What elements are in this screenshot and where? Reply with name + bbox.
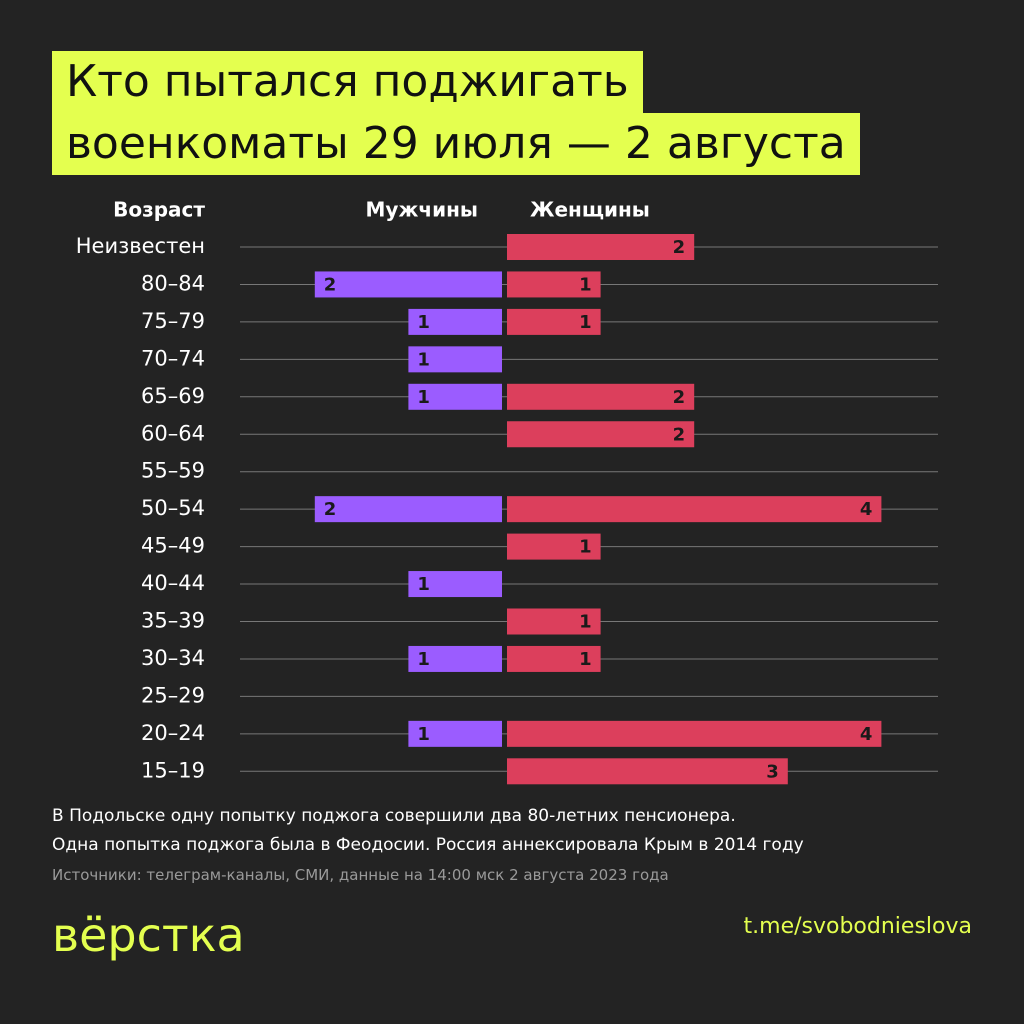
value-label: 1 (417, 649, 430, 670)
bar (314, 271, 502, 298)
bar (408, 308, 502, 335)
bar (507, 720, 882, 747)
bar (408, 571, 502, 598)
value-label: 4 (860, 724, 873, 745)
source: Источники: телеграм-каналы, СМИ, данные … (52, 866, 669, 884)
y-tick-label: 45–49 (141, 534, 205, 558)
y-tick-label: 65–69 (141, 384, 205, 408)
bar (408, 383, 502, 410)
link[interactable]: t.me/svobodnieslova (743, 914, 972, 939)
value-label: 3 (766, 761, 779, 782)
bar (408, 346, 502, 373)
value-label: 1 (579, 274, 592, 295)
value-label: 1 (579, 537, 592, 558)
legend-entry: Мужчины (366, 198, 479, 222)
y-tick-label: 55–59 (141, 459, 205, 483)
y-tick-label: 30–34 (141, 646, 205, 670)
value-label: 1 (579, 649, 592, 670)
value-label: 2 (324, 499, 337, 520)
value-label: 1 (417, 724, 430, 745)
y-tick-label: 25–29 (141, 683, 205, 707)
chart: Возраст Мужчины Женщины Неизвестен 80–84 7… (76, 198, 938, 785)
bar (507, 533, 601, 560)
bar (507, 421, 695, 448)
y-tick-label: 75–79 (141, 309, 205, 333)
value-label: 2 (673, 387, 686, 408)
axis-label: Возраст (113, 198, 205, 222)
value-label: 1 (579, 312, 592, 333)
y-tick-label: 35–39 (141, 609, 205, 633)
y-tick-label: 15–19 (141, 758, 205, 782)
title-line: Кто пытался поджигать (52, 51, 643, 113)
bar (314, 496, 502, 523)
bar (507, 383, 695, 410)
y-tick-label: 80–84 (141, 271, 205, 295)
title-line: военкоматы 29 июля — 2 августа (52, 113, 860, 175)
y-tick-label: 50–54 (141, 496, 205, 520)
bar (507, 645, 601, 672)
y-tick-label: 70–74 (141, 346, 205, 370)
bar (507, 234, 695, 260)
note: Одна попытка поджога была в Феодосии. Ро… (52, 835, 804, 855)
y-tick-label: Неизвестен (76, 234, 205, 258)
legend-entry: Женщины (530, 198, 650, 222)
value-label: 1 (579, 612, 592, 633)
y-tick-label: 60–64 (141, 421, 205, 445)
value-label: 1 (417, 349, 430, 370)
y-tick-label: 20–24 (141, 721, 205, 745)
bar (507, 496, 882, 523)
logo: вёрстка (52, 908, 245, 962)
value-label: 1 (417, 387, 430, 408)
value-label: 4 (860, 499, 873, 520)
bar (507, 308, 601, 335)
y-tick-label: 40–44 (141, 571, 205, 595)
note: В Подольске одну попытку поджога соверши… (52, 806, 736, 826)
value-label: 2 (324, 274, 337, 295)
bar (408, 645, 502, 672)
bar (408, 720, 502, 747)
value-label: 1 (417, 312, 430, 333)
value-label: 1 (417, 574, 430, 595)
bar (507, 758, 788, 785)
value-label: 2 (673, 237, 686, 258)
bar (507, 608, 601, 635)
bar (507, 271, 601, 298)
value-label: 2 (673, 424, 686, 445)
